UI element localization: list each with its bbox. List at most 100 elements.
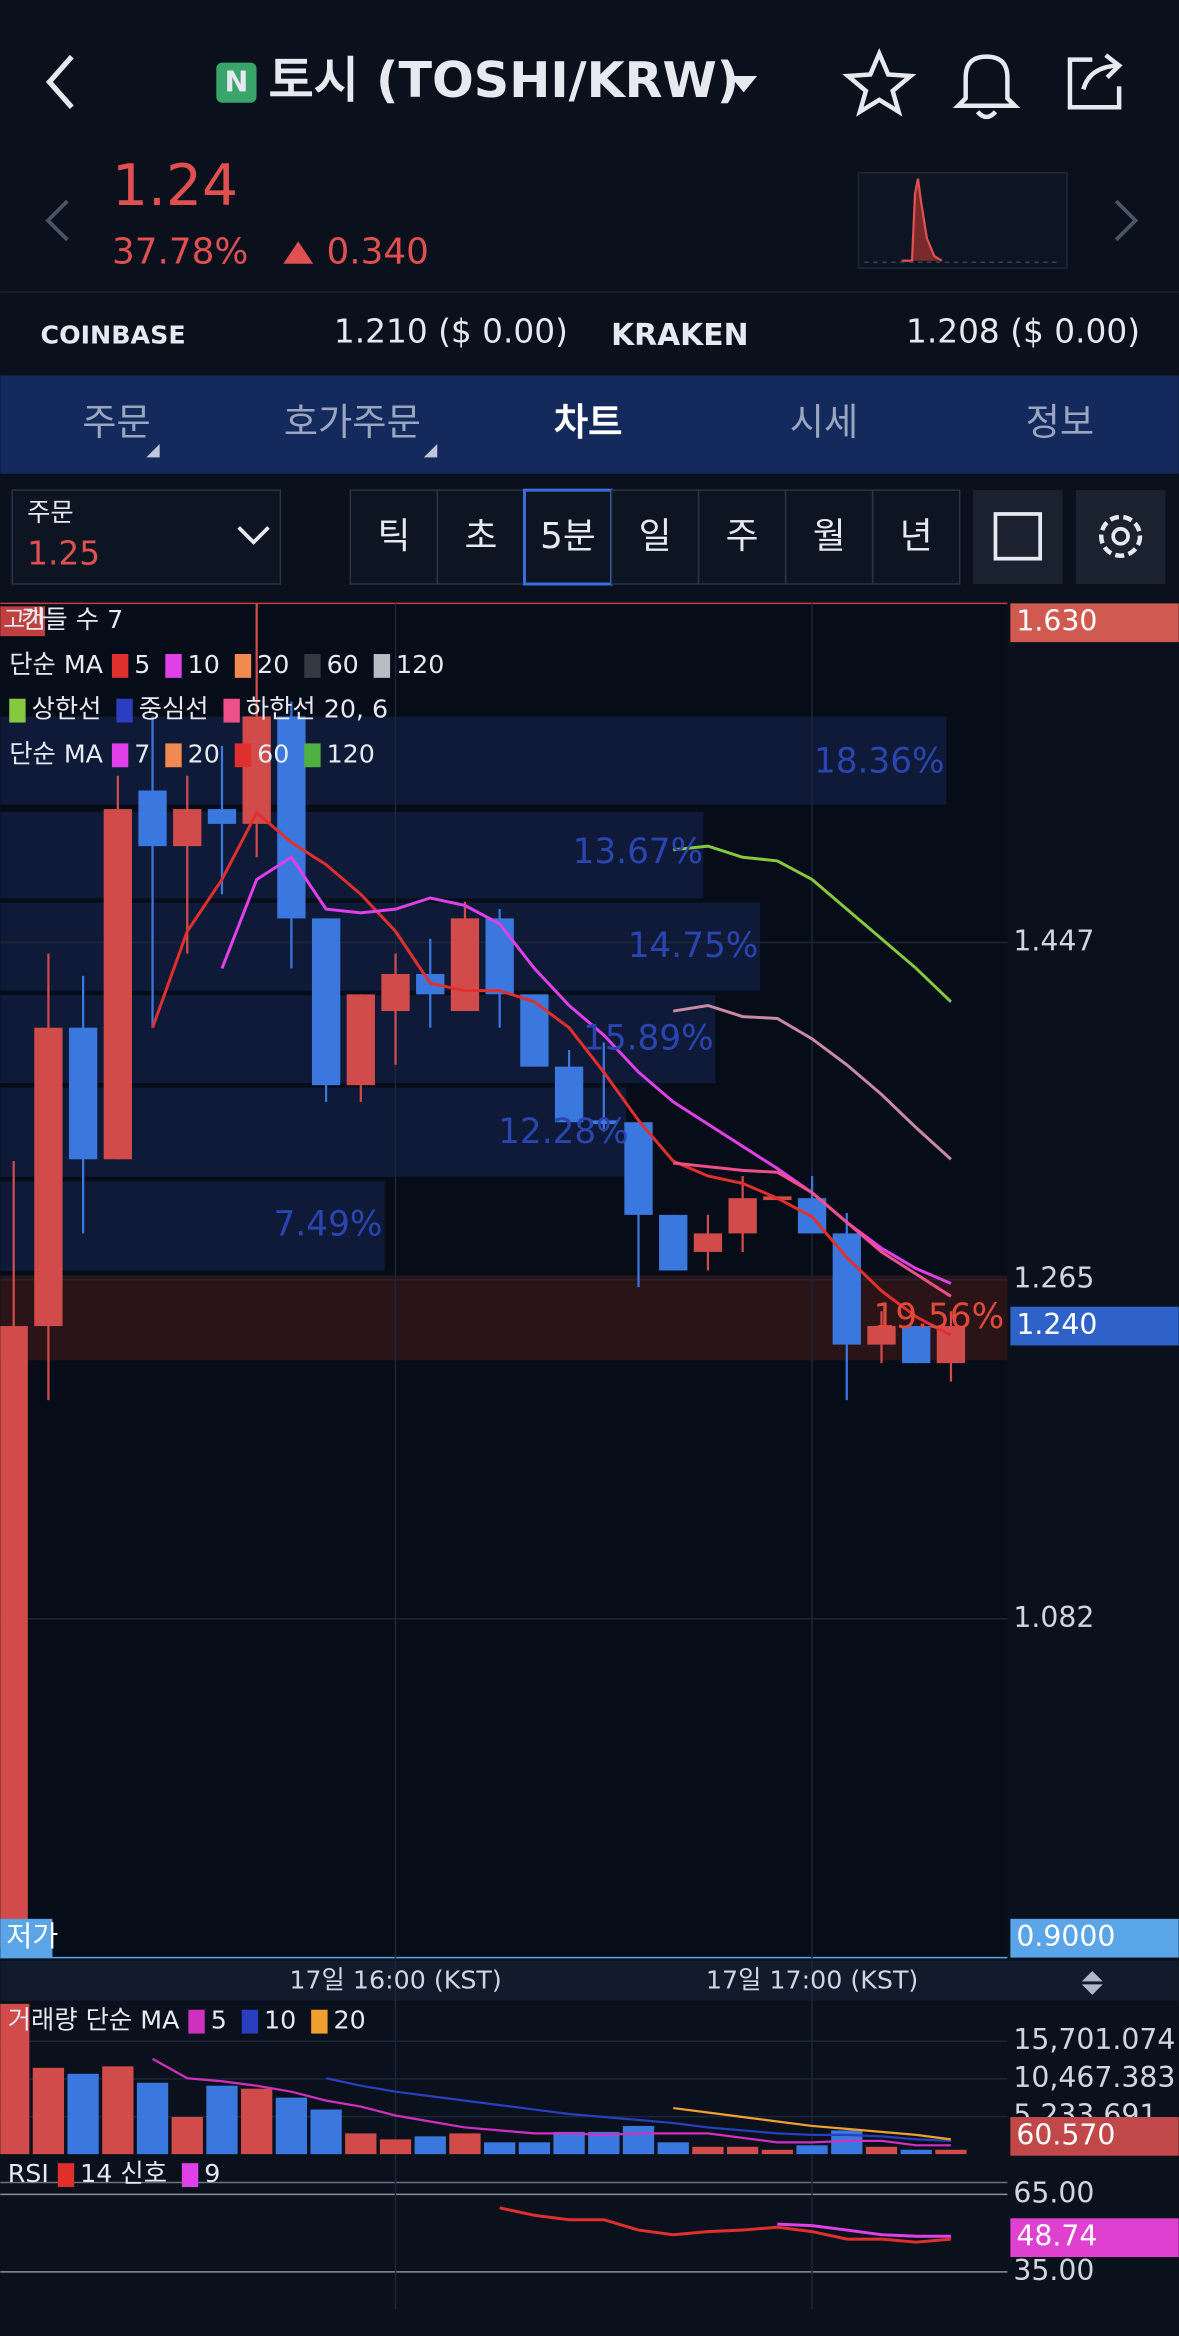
square-icon	[993, 512, 1043, 561]
legend-swatch	[234, 743, 252, 768]
candle-body	[173, 809, 202, 847]
price-badge	[1010, 2218, 1179, 2258]
profile-label: 7.49%	[274, 1205, 383, 1245]
gear-inner	[1111, 527, 1130, 546]
legend-swatch	[304, 654, 321, 678]
legend-swatch	[373, 654, 391, 678]
legend-item: 20	[334, 2005, 366, 2035]
y-tick-label: 35.00	[1013, 2254, 1094, 2287]
tab-corner	[146, 443, 160, 458]
time-axis	[0, 1960, 1179, 2001]
candle-body	[902, 1326, 931, 1364]
gear-outer	[1099, 514, 1143, 558]
interval-button[interactable]	[784, 489, 874, 585]
volume-bar	[0, 2003, 30, 2155]
series-line	[777, 2222, 951, 2238]
series-line	[673, 2106, 952, 2141]
legend-item: 10	[188, 649, 220, 679]
legend-item: 14 신호	[80, 2158, 167, 2188]
y-tick-label: 1.447	[1013, 924, 1094, 957]
series-line	[673, 844, 952, 1003]
pane	[0, 2003, 967, 2155]
change-pct: 37.78%	[112, 231, 248, 272]
price-badge	[1010, 603, 1179, 643]
price-badge-label: 0.9000	[1016, 1920, 1115, 1953]
volume-bar	[171, 2117, 203, 2155]
settings-button[interactable]	[1075, 490, 1166, 584]
legend-item: 중심선	[139, 694, 209, 724]
legend-swatch	[111, 654, 129, 678]
order-box[interactable]	[11, 489, 282, 585]
legend-label: 단순 MA	[9, 649, 103, 679]
y-tick-label: 10,467.383	[1013, 2061, 1175, 2094]
candle-body	[277, 716, 306, 919]
volume-bar	[865, 2146, 898, 2155]
candle-body	[311, 918, 341, 1086]
volume-bar	[796, 2145, 828, 2155]
volume-bar	[414, 2136, 446, 2155]
series-line	[151, 810, 952, 1337]
title[interactable]: 토시 (TOSHI/KRW)	[268, 51, 739, 109]
tab[interactable]: 주문	[82, 400, 151, 444]
pane	[499, 2206, 952, 2244]
pane	[0, 603, 966, 1957]
tab[interactable]: 정보	[1026, 400, 1095, 444]
legend-swatch	[304, 743, 321, 768]
tab[interactable]: 시세	[790, 400, 859, 444]
tab[interactable]: 호가주문	[284, 400, 421, 444]
legend-swatch	[181, 2163, 199, 2188]
prev-arrow[interactable]	[45, 199, 69, 242]
legend-swatch	[9, 698, 26, 723]
back-button[interactable]	[45, 54, 74, 109]
candle-body	[485, 918, 514, 995]
volume-bar	[484, 2142, 516, 2155]
x-tick-label: 17일 16:00 (KST)	[289, 1964, 501, 1994]
price-badge-label: 1.240	[1016, 1308, 1097, 1341]
candle-body	[520, 994, 549, 1067]
volume-bar	[67, 2073, 99, 2155]
candle-body	[589, 1120, 618, 1125]
interval-button[interactable]	[436, 489, 526, 585]
favorite-icon[interactable]	[842, 47, 917, 117]
volume-bar	[831, 2130, 863, 2155]
alert-icon[interactable]	[952, 54, 1021, 120]
exchange-price: 1.210 ($ 0.00)	[334, 313, 568, 351]
interval-button[interactable]	[522, 488, 614, 586]
order-chevron[interactable]	[237, 526, 270, 545]
legend-label: 단순 MA	[9, 738, 103, 768]
interval-label: 틱	[377, 516, 410, 557]
volume-bar	[692, 2146, 724, 2155]
title-caret[interactable]	[730, 75, 758, 93]
candle-body	[624, 1122, 653, 1215]
tab[interactable]: 차트	[554, 400, 623, 444]
tab-corner	[423, 443, 438, 458]
volume-bar	[345, 2133, 377, 2155]
profile-label: 13.67%	[573, 832, 704, 872]
candle-body	[832, 1233, 861, 1345]
interval-button[interactable]	[610, 489, 700, 585]
interval-button[interactable]	[349, 489, 439, 585]
volume-bar	[241, 2088, 273, 2155]
volume-bar	[935, 2149, 967, 2155]
legend-swatch	[57, 2163, 75, 2188]
square-button[interactable]	[973, 490, 1063, 584]
volume-bar	[900, 2149, 932, 2155]
volume-bar	[657, 2142, 689, 2155]
price-badge-label: 1.630	[1016, 605, 1097, 638]
share-icon[interactable]	[1067, 53, 1123, 110]
candle-body	[659, 1214, 688, 1271]
profile-label: 12.28%	[498, 1112, 629, 1152]
price-badge	[1010, 2117, 1179, 2156]
next-arrow[interactable]	[1114, 199, 1139, 242]
legend-item: 상한선	[32, 694, 102, 724]
tab-bar	[0, 375, 1179, 474]
interval-button[interactable]	[871, 489, 961, 585]
axis-toggle[interactable]	[1081, 1971, 1103, 1995]
profile-label: 18.36%	[814, 741, 945, 781]
legend-item: 5	[134, 649, 150, 679]
price-badge-label: 저가	[6, 1920, 58, 1953]
interval-label: 5분	[540, 516, 596, 557]
candle-body	[242, 716, 271, 824]
volume-bar	[32, 2067, 65, 2155]
